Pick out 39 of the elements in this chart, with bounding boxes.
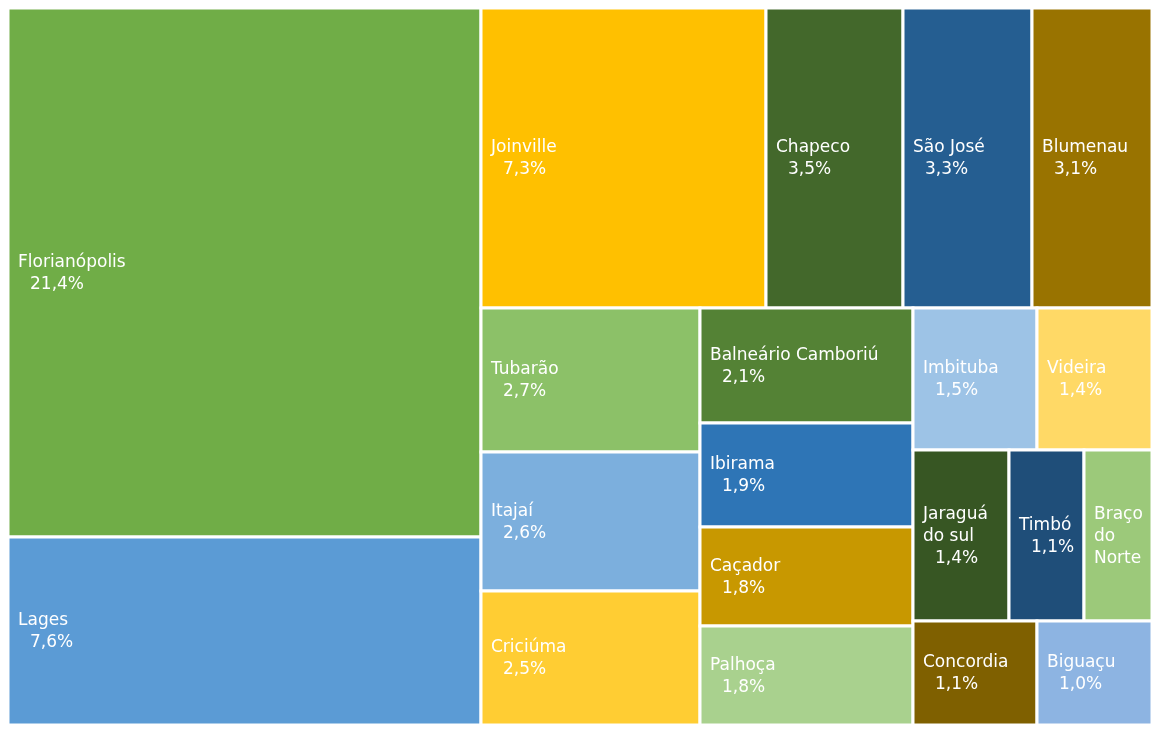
data-label: 1,4%	[935, 546, 979, 567]
data-label: 1,1%	[1031, 535, 1075, 556]
category-label: São José	[913, 136, 985, 156]
data-label: 1,0%	[1059, 673, 1103, 693]
data-label: 21,4%	[30, 272, 85, 293]
category-label: Ibirama	[710, 453, 775, 473]
category-label: Lages	[18, 609, 69, 629]
category-label: Timbó	[1018, 513, 1072, 534]
category-label: Chapeco	[776, 136, 851, 156]
data-label: 1,8%	[722, 675, 766, 696]
data-label: 7,6%	[30, 631, 74, 651]
category-label: Caçador	[710, 554, 781, 575]
category-label: Joinville	[490, 136, 557, 156]
category-label: Itajaí	[491, 499, 535, 520]
data-label: 3,5%	[788, 158, 832, 178]
data-label: 3,3%	[925, 158, 969, 178]
category-label: Blumenau	[1042, 136, 1129, 156]
category-label: Florianópolis	[18, 250, 126, 271]
data-label: 2,7%	[503, 380, 547, 400]
category-label: Criciúma	[491, 636, 567, 656]
data-label: 3,1%	[1054, 158, 1098, 178]
data-label: 1,1%	[935, 673, 979, 693]
data-label: 2,1%	[722, 365, 766, 386]
category-label: Imbituba	[923, 357, 999, 377]
category-label: Concordia	[923, 651, 1009, 671]
data-label: 2,5%	[503, 658, 547, 678]
category-label: Biguaçu	[1047, 651, 1116, 671]
category-label: Videira	[1047, 357, 1107, 377]
data-label: 1,5%	[935, 379, 979, 399]
data-label: 1,4%	[1059, 379, 1103, 399]
category-label: Palhoça	[710, 653, 776, 674]
category-label: Balneário Camboriú	[710, 343, 879, 364]
category-label: Jaraguá do sul	[922, 502, 988, 545]
data-label: 2,6%	[503, 521, 547, 542]
data-label: 7,3%	[503, 158, 547, 178]
data-label: 1,9%	[722, 475, 766, 495]
category-label: Tubarão	[490, 358, 559, 378]
data-label: 1,8%	[722, 576, 766, 597]
category-label: Braço do Norte	[1094, 502, 1143, 567]
